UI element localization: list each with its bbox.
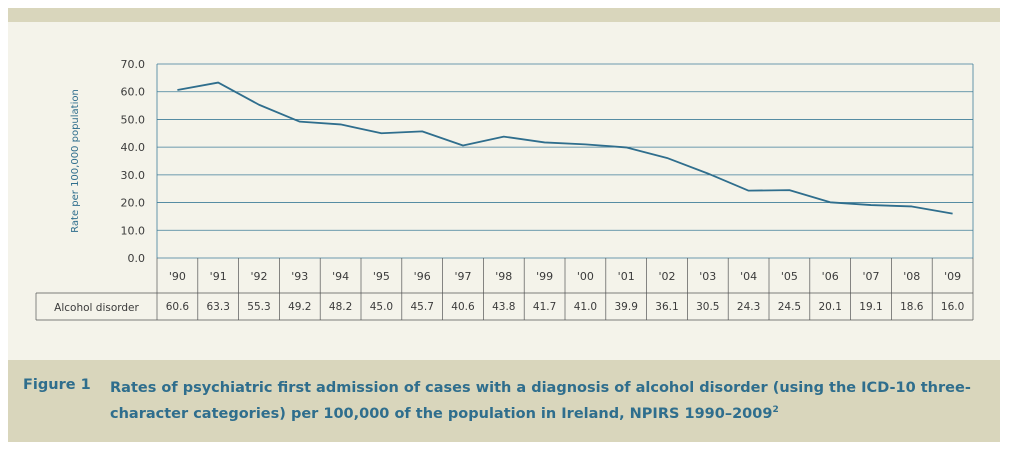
data-label: 45.0 [370,301,393,313]
data-label: 41.7 [533,301,556,313]
y-tick-label: 50.0 [121,113,146,126]
data-label: 24.5 [778,301,801,313]
x-tick-label: '09 [944,270,961,283]
data-label: 16.0 [941,301,964,313]
data-label: 45.7 [411,301,434,313]
y-tick-label: 20.0 [121,197,146,210]
grid-lines [156,63,974,259]
data-label: 43.8 [492,301,515,313]
x-tick-label: '96 [414,270,431,283]
y-axis-ticks: 0.0 10.0 20.0 30.0 40.0 50.0 60.0 70.0 [121,58,146,265]
data-label: 55.3 [247,301,270,313]
series-label: Alcohol disorder [54,302,139,314]
x-tick-label: '97 [454,270,471,283]
y-tick-label: 60.0 [121,86,146,99]
figure-caption: Rates of psychiatric first admission of … [110,377,980,425]
x-tick-label: '08 [903,270,920,283]
data-label: 41.0 [574,301,597,313]
figure-caption-superscript: 2 [772,405,779,415]
x-tick-label: '93 [291,270,308,283]
caption-band: Figure 1 Rates of psychiatric first admi… [8,360,1000,442]
x-tick-label: '94 [332,270,349,283]
x-axis-ticks: '90 '91 '92 '93 '94 '95 '96 '97 '98 '99 '00 '01 '02 '… [169,270,961,283]
data-label: 30.5 [696,301,719,313]
series-lines [177,81,953,215]
y-tick-label: 70.0 [121,58,146,71]
x-tick-label: '98 [495,270,512,283]
y-tick-label: 0.0 [128,252,146,265]
data-label: 20.1 [819,301,842,313]
data-label: 60.6 [166,301,190,313]
x-tick-label: '02 [658,270,675,283]
x-tick-label: '90 [169,270,186,283]
x-tick-label: '03 [699,270,716,283]
data-label: 19.1 [859,301,882,313]
figure-label: Figure 1 [23,377,91,393]
data-label: 36.1 [655,301,678,313]
line-chart: Rate per 100,000 population 0.0 10.0 20.0 3… [35,58,974,321]
y-axis-label: Rate per 100,000 population [70,89,81,233]
x-tick-label: '92 [250,270,267,283]
x-tick-label: '95 [373,270,390,283]
data-label: 48.2 [329,301,352,313]
figure-caption-text: Rates of psychiatric first admission of … [110,380,971,422]
y-tick-label: 30.0 [121,169,146,182]
y-axis-title: Rate per 100,000 population [70,89,81,233]
x-tick-label: '05 [781,270,798,283]
y-tick-label: 40.0 [121,141,146,154]
x-tick-label: '99 [536,270,553,283]
data-table: Alcohol disorder 60.6 63.3 55.3 49.2 48.2 45.0… [35,258,974,321]
x-tick-label: '04 [740,270,757,283]
data-label: 49.2 [288,301,311,313]
series-line-alcohol-disorder [177,81,953,215]
data-label: 63.3 [207,301,230,313]
x-tick-label: '07 [862,270,879,283]
x-tick-label: '01 [618,270,635,283]
data-label: 39.9 [615,301,638,313]
data-label: 24.3 [737,301,760,313]
x-tick-label: '91 [210,270,227,283]
y-tick-label: 10.0 [121,224,146,237]
top-band [8,8,1000,22]
x-tick-label: '00 [577,270,594,283]
data-label: 40.6 [451,301,475,313]
data-label: 18.6 [900,301,924,313]
chart-panel [8,22,1000,360]
x-tick-label: '06 [822,270,839,283]
